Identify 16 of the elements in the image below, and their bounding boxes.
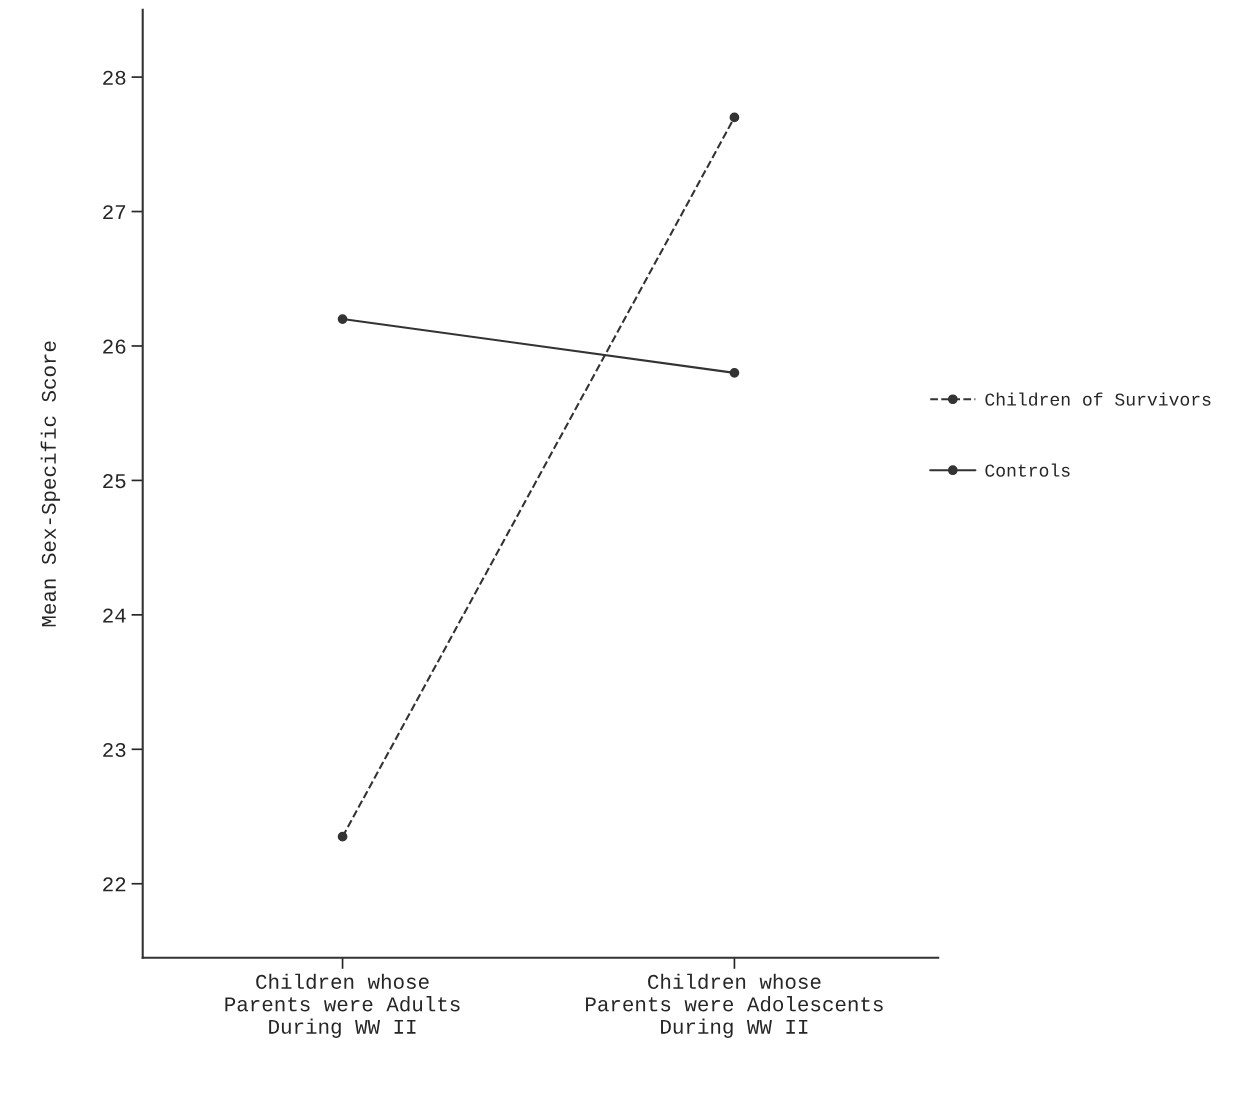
x-tick-label: Children whose Parents were Adults During WW II [225, 973, 460, 1038]
point [729, 368, 740, 378]
y-axis-title: Mean Sex-Specific Score [40, 341, 61, 627]
point [729, 112, 740, 123]
legend-label: Controls [985, 463, 1070, 477]
point [337, 831, 348, 842]
y-tick-label: 27 [103, 205, 126, 220]
x-tick-label: Children whose Parents were Adolescents During WW II [586, 973, 883, 1038]
y-tick-label: 25 [103, 474, 126, 489]
legend-label: Children of Survivors [985, 392, 1211, 406]
y-tick-label: 23 [103, 742, 126, 758]
y-tick-label: 28 [103, 70, 126, 85]
y-tick-label: 26 [103, 339, 126, 354]
y-tick-label: 22 [103, 877, 126, 892]
y-tick-label: 24 [103, 608, 126, 623]
point [337, 314, 348, 324]
